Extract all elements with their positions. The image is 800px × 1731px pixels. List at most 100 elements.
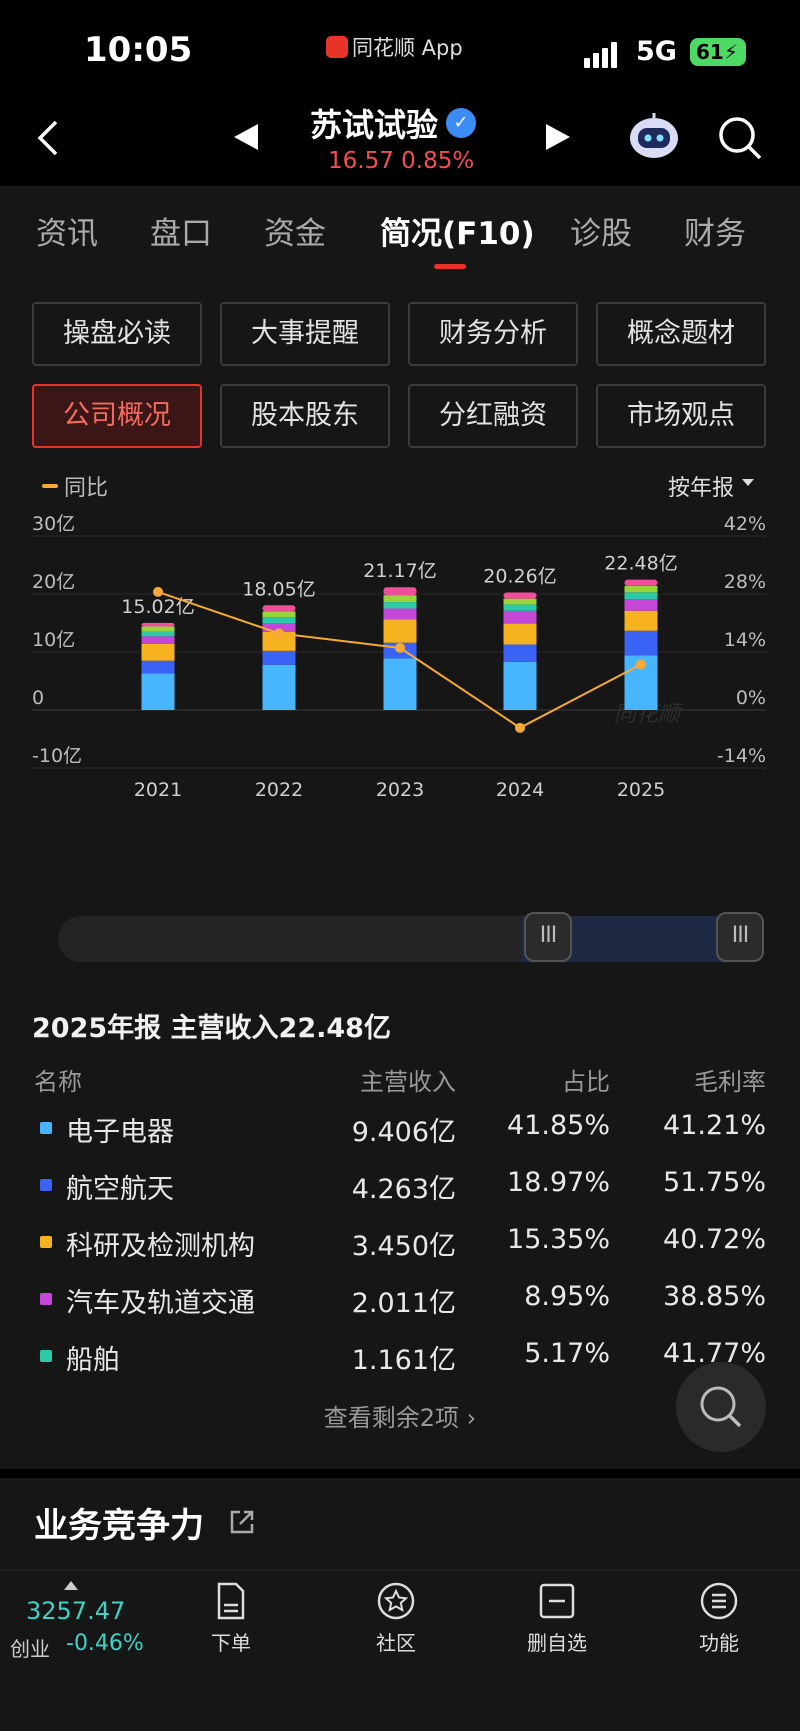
bar-segment xyxy=(503,604,537,611)
row-share: 18.97% xyxy=(507,1167,610,1198)
yoy-point xyxy=(274,628,284,639)
stock-title: 苏试试验 ✓ xyxy=(310,100,477,146)
y-right-tick-label: -14% xyxy=(717,745,766,767)
stock-header: 苏试试验 ✓ 16.57 0.85% xyxy=(0,96,800,186)
bar-segment xyxy=(383,619,417,643)
row-revenue: 2.011亿 xyxy=(351,1288,456,1319)
yoy-point xyxy=(636,659,646,670)
range-handle-right[interactable]: III xyxy=(716,912,764,962)
floating-search-icon[interactable] xyxy=(676,1362,766,1452)
bar-segment xyxy=(262,664,296,710)
yoy-line-icon xyxy=(42,484,58,488)
tab-funds[interactable]: 资金 xyxy=(264,216,326,252)
btn-financial-analysis[interactable]: 财务分析 xyxy=(408,302,578,366)
index-name: 创业 xyxy=(10,1637,50,1661)
bar-segment xyxy=(503,598,537,605)
period-selector[interactable]: 按年报 xyxy=(668,470,755,502)
bar-segment xyxy=(624,610,658,631)
bar-segment xyxy=(624,599,658,611)
prev-stock-icon[interactable] xyxy=(234,124,258,150)
range-handle-left[interactable]: III xyxy=(524,912,572,962)
network-type: 5G xyxy=(636,36,677,67)
bar-segment xyxy=(503,610,537,624)
index-value[interactable]: 3257.47 xyxy=(26,1597,126,1625)
btn-events[interactable]: 大事提醒 xyxy=(220,302,390,366)
bar-segment xyxy=(262,605,296,612)
table-row[interactable]: 航空航天 4.263亿 18.97% 51.75% xyxy=(0,1159,800,1215)
series-swatch xyxy=(40,1236,52,1248)
app-indicator[interactable]: 同花顺 App xyxy=(326,32,463,62)
btn-dividends[interactable]: 分红融资 xyxy=(408,384,578,448)
btn-shareholders[interactable]: 股本股东 xyxy=(220,384,390,448)
stock-name: 苏试试验 xyxy=(310,106,439,144)
series-swatch xyxy=(40,1179,52,1191)
table-row[interactable]: 船舶 1.161亿 5.17% 41.77% xyxy=(0,1330,800,1386)
row-share: 41.85% xyxy=(507,1110,610,1141)
nav-remove-watchlist-label: 删自选 xyxy=(527,1631,587,1655)
bar-segment xyxy=(141,660,175,674)
row-margin: 41.77% xyxy=(663,1338,766,1369)
btn-trading-guide[interactable]: 操盘必读 xyxy=(32,302,202,366)
y-left-tick-label: 30亿 xyxy=(32,513,75,535)
btn-company-profile[interactable]: 公司概况 xyxy=(32,384,202,448)
bar-segment xyxy=(141,673,175,710)
series-swatch xyxy=(40,1350,52,1362)
row-name: 航空航天 xyxy=(66,1174,174,1205)
tab-f10[interactable]: 简况(F10) xyxy=(380,216,535,252)
assistant-robot-icon[interactable] xyxy=(628,112,680,160)
app-logo-icon xyxy=(326,36,348,58)
bar-total-label: 18.05亿 xyxy=(242,578,315,600)
bar-segment xyxy=(262,623,296,632)
index-up-icon xyxy=(64,1581,78,1590)
table-row[interactable]: 科研及检测机构 3.450亿 15.35% 40.72% xyxy=(0,1216,800,1272)
series-swatch xyxy=(40,1293,52,1305)
tab-news[interactable]: 资讯 xyxy=(36,216,98,252)
app-name: 同花顺 App xyxy=(352,36,463,60)
y-left-tick-label: 10亿 xyxy=(32,629,75,651)
tab-quote[interactable]: 盘口 xyxy=(150,216,212,252)
status-time: 10:05 xyxy=(84,30,193,70)
bar-segment xyxy=(141,626,175,632)
row-share: 15.35% xyxy=(507,1224,610,1255)
yoy-point xyxy=(395,642,405,653)
revenue-summary: 2025年报 主营收入22.48亿 xyxy=(32,1013,391,1044)
bottom-nav: 3257.47 创业 -0.46% 下单 社区 删自选 功能 xyxy=(0,1570,800,1731)
bar-segment xyxy=(262,617,296,623)
remove-watchlist-icon xyxy=(539,1583,575,1619)
table-row[interactable]: 电子电器 9.406亿 41.85% 41.21% xyxy=(0,1102,800,1158)
bar-total-label: 15.02亿 xyxy=(121,596,194,618)
th-margin: 毛利率 xyxy=(694,1068,766,1096)
bar-segment xyxy=(503,644,537,662)
bar-segment xyxy=(383,587,417,596)
tab-diagnose[interactable]: 诊股 xyxy=(570,216,632,252)
y-right-tick-label: 0% xyxy=(736,687,766,709)
search-icon[interactable] xyxy=(716,114,764,162)
view-more-link[interactable]: 查看剩余2项 › xyxy=(323,1404,477,1432)
back-icon[interactable] xyxy=(30,118,70,158)
chart-range-track[interactable] xyxy=(58,916,764,962)
legend-yoy: 同比 xyxy=(64,476,109,501)
bar-segment xyxy=(624,579,658,586)
revenue-chart: 30亿 42%20亿 28%10亿 14%0 0%-10亿 -14%同花顺202115.0… xyxy=(32,513,766,801)
bar-segment xyxy=(624,630,658,656)
nav-community[interactable]: 社区 xyxy=(351,1581,441,1656)
row-name: 科研及检测机构 xyxy=(66,1231,255,1262)
bar-segment xyxy=(141,636,175,644)
table-row[interactable]: 汽车及轨道交通 2.011亿 8.95% 38.85% xyxy=(0,1273,800,1329)
x-tick-label: 2022 xyxy=(255,779,303,801)
next-stock-icon[interactable] xyxy=(546,124,570,150)
external-link-icon[interactable] xyxy=(228,1508,256,1536)
btn-market-views[interactable]: 市场观点 xyxy=(596,384,766,448)
th-name: 名称 xyxy=(34,1068,82,1096)
nav-functions[interactable]: 功能 xyxy=(674,1581,764,1656)
bar-segment xyxy=(624,585,658,593)
btn-concepts[interactable]: 概念题材 xyxy=(596,302,766,366)
nav-remove-watchlist[interactable]: 删自选 xyxy=(512,1581,602,1656)
battery-icon: 61⚡ xyxy=(690,38,746,66)
bar-segment xyxy=(383,608,417,620)
nav-order[interactable]: 下单 xyxy=(186,1581,276,1656)
bar-total-label: 21.17亿 xyxy=(363,560,436,582)
bar-total-label: 22.48亿 xyxy=(604,553,677,575)
tab-finance[interactable]: 财务 xyxy=(684,216,746,252)
y-left-tick-label: 0 xyxy=(32,687,44,709)
